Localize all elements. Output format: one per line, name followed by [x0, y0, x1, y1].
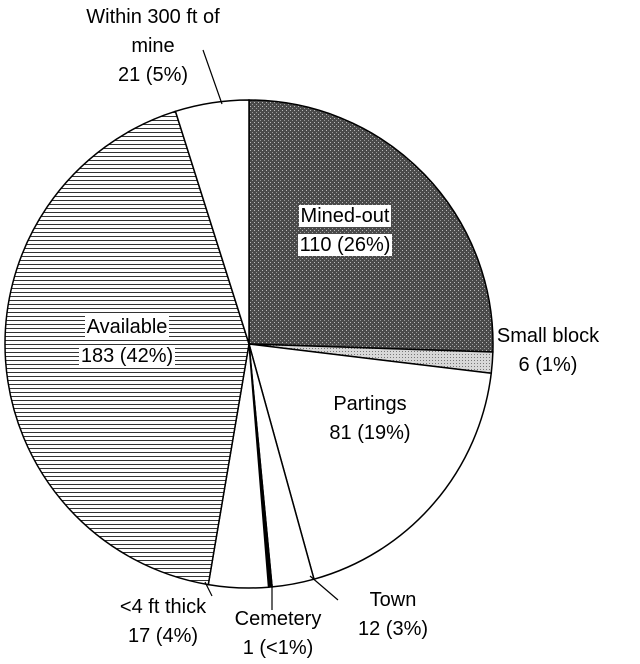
pie-slice — [174, 99, 250, 345]
value-label: 17 (4%) — [127, 625, 199, 647]
category-label: Available — [84, 316, 170, 338]
category-label: Town — [369, 589, 417, 611]
value-label: 12 (3%) — [357, 618, 429, 640]
slice-label: Cemetery 1 (<1%) — [218, 605, 338, 663]
pie-slice — [247, 343, 493, 581]
slice-label: Available 183 (42%) — [57, 313, 197, 371]
slice-label: Small block 6 (1%) — [478, 322, 618, 380]
value-label: 81 (19%) — [329, 422, 411, 444]
category-label: Within 300 ft of mine — [86, 6, 220, 57]
value-label: 183 (42%) — [78, 345, 176, 367]
leader-line — [202, 49, 223, 105]
category-label: Partings — [333, 393, 407, 415]
slice-label: <4 ft thick 17 (4%) — [103, 593, 223, 651]
category-label: <4 ft thick — [119, 596, 207, 618]
value-label: 6 (1%) — [518, 354, 578, 376]
category-label: Cemetery — [234, 608, 322, 630]
value-label: 21 (5%) — [117, 64, 189, 86]
leader-line — [204, 581, 213, 597]
slice-label: Within 300 ft of mine 21 (5%) — [83, 3, 223, 90]
slice-label: Partings 81 (19%) — [300, 390, 440, 448]
slice-label: Town 12 (3%) — [343, 586, 443, 644]
category-label: Small block — [496, 325, 600, 347]
category-label: Mined-out — [298, 205, 392, 227]
value-label: 110 (26%) — [297, 234, 393, 256]
value-label: 1 (<1%) — [242, 637, 314, 659]
slice-label: Mined-out 110 (26%) — [275, 202, 415, 260]
leader-line — [309, 575, 339, 601]
